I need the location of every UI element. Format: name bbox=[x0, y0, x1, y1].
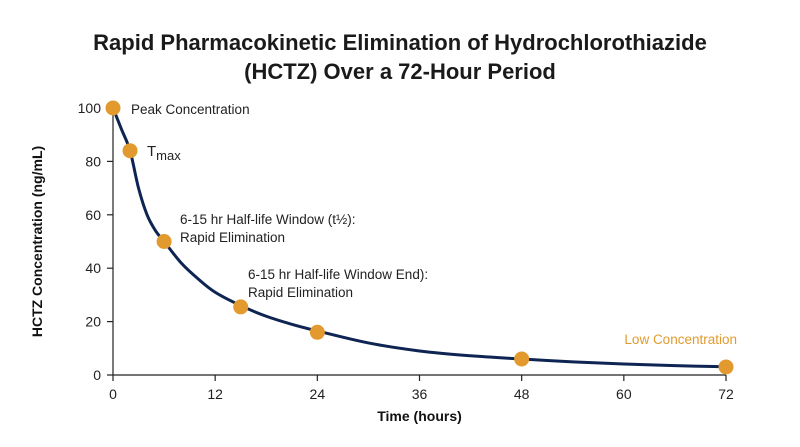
curve-layer bbox=[111, 106, 728, 369]
chart-title-line-2: (HCTZ) Over a 72-Hour Period bbox=[244, 59, 556, 84]
y-tick-label: 80 bbox=[85, 153, 101, 169]
annotations: Peak Concentration Tmax 6-15 hr Half-lif… bbox=[131, 102, 737, 347]
x-tick-label: 0 bbox=[109, 386, 117, 402]
x-tick-label: 24 bbox=[310, 386, 326, 402]
annotation-low-concentration: Low Concentration bbox=[624, 332, 737, 347]
annotation-low-line-1: Low Concentration bbox=[624, 332, 737, 347]
data-point bbox=[514, 351, 530, 367]
x-tick-label: 60 bbox=[616, 386, 632, 402]
y-axis-title: HCTZ Concentration (ng/mL) bbox=[29, 146, 45, 337]
y-tick-label: 0 bbox=[93, 367, 101, 383]
data-point bbox=[156, 234, 172, 249]
annotation-half-life-line-1: 6-15 hr Half-life Window (t½): bbox=[180, 212, 356, 227]
annotation-half-life: 6-15 hr Half-life Window (t½): Rapid Eli… bbox=[180, 212, 359, 245]
annotation-tmax-sub: max bbox=[156, 148, 181, 163]
annotation-tmax: Tmax bbox=[147, 143, 181, 163]
annotation-peak: Peak Concentration bbox=[131, 102, 250, 117]
data-point bbox=[105, 100, 121, 116]
y-tick-label: 40 bbox=[85, 260, 101, 276]
annotation-half-life-end-line-2: Rapid Elimination bbox=[248, 285, 353, 300]
data-point bbox=[718, 359, 734, 375]
y-tick-label: 100 bbox=[78, 100, 102, 116]
annotation-peak-line-1: Peak Concentration bbox=[131, 102, 250, 117]
y-tick-label: 60 bbox=[85, 207, 101, 223]
axes: 0 20 40 60 80 100 0 12 24 36 48 60 72 Time (hours) HCT… bbox=[29, 100, 734, 424]
data-points bbox=[105, 100, 734, 375]
x-tick-label: 12 bbox=[207, 386, 223, 402]
chart-title: Rapid Pharmacokinetic Elimination of Hyd… bbox=[93, 30, 707, 84]
concentration-curve bbox=[111, 106, 728, 369]
data-point bbox=[122, 143, 138, 159]
annotation-tmax-main: T bbox=[147, 143, 156, 160]
x-tick-label: 48 bbox=[514, 386, 530, 402]
chart-title-line-1: Rapid Pharmacokinetic Elimination of Hyd… bbox=[93, 30, 707, 55]
x-tick-label: 72 bbox=[718, 386, 734, 402]
annotation-half-life-end: 6-15 hr Half-life Window End): Rapid Eli… bbox=[248, 267, 432, 300]
data-point bbox=[309, 324, 325, 340]
annotation-half-life-line-2: Rapid Elimination bbox=[180, 230, 285, 245]
annotation-half-life-end-line-1: 6-15 hr Half-life Window End): bbox=[248, 267, 428, 282]
y-tick-label: 20 bbox=[85, 314, 101, 330]
x-tick-label: 36 bbox=[412, 386, 428, 402]
data-point bbox=[233, 299, 249, 315]
x-axis-title: Time (hours) bbox=[377, 408, 462, 424]
